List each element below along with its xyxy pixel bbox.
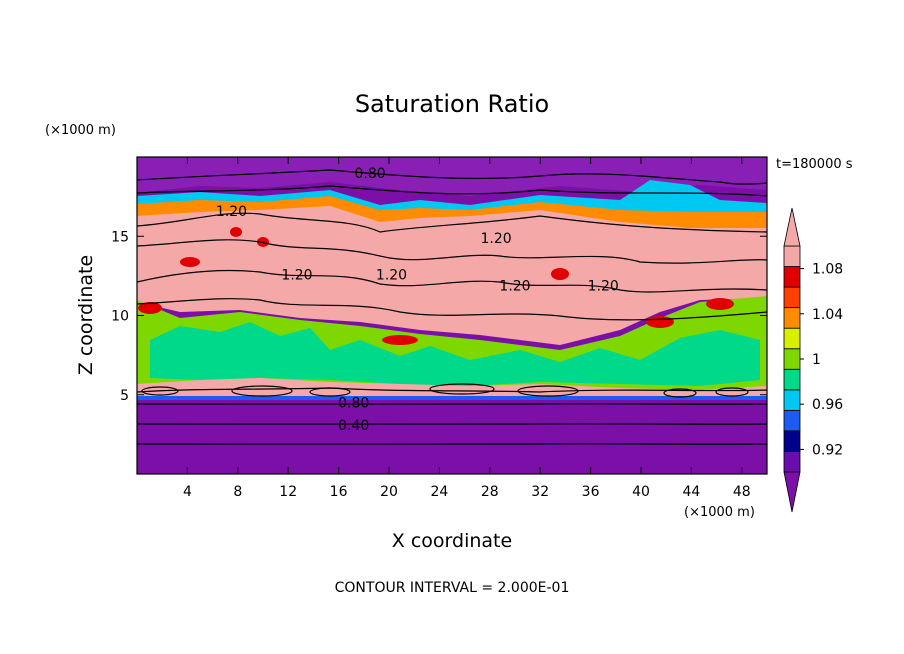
y-axis: 5 10 15 [111,229,767,404]
contour-label: 1.20 [588,278,619,294]
x-tick-label: 4 [183,484,192,500]
colorbar-segment [783,451,801,473]
x-tick-label: 12 [279,484,297,500]
dry-upper-layer [137,157,767,196]
colorbar-tick-label: 0.92 [812,442,843,458]
y-tick-label: 10 [111,309,129,325]
x-tick-label: 32 [531,484,549,500]
x-tick-label: 8 [233,484,242,500]
colorbar-tick-label: 1 [812,352,821,368]
colorbar-tick-label: 1.08 [812,262,843,278]
supersaturated-region [137,206,767,345]
x-axis-label: X coordinate [392,530,512,552]
contour-labels: 0.80 1.20 1.20 1.20 1.20 1.20 1.20 0.80 0.40 [216,166,619,434]
time-label: t=180000 s [776,157,853,172]
contour-label: 0.40 [338,418,369,434]
plot-area: 0.80 1.20 1.20 1.20 1.20 1.20 1.20 0.80 0.40 [137,157,767,474]
contour-label: 1.20 [481,231,512,247]
colorbar-segment [783,389,801,411]
y-unit-label: (×1000 m) [45,123,116,138]
contour-label: 0.80 [338,396,369,412]
contour-label: 1.20 [281,267,312,283]
cloud-base-band [137,378,767,398]
colorbar-under-triangle [783,471,801,513]
x-tick-label: 40 [632,484,650,500]
x-tick-label: 44 [682,484,700,500]
x-tick-label: 16 [330,484,348,500]
x-tick-label: 28 [481,484,499,500]
colorbar-segment [783,368,801,391]
x-tick-label: 48 [733,484,751,500]
x-axis: 4 8 12 16 20 24 28 32 36 40 44 48 [183,157,751,500]
lower-dry-layer [137,400,767,474]
colorbar-tick-label: 0.96 [812,397,843,413]
colorbar-segment [783,348,801,370]
chart-title: Saturation Ratio [355,90,549,118]
y-axis-label: Z coordinate [75,255,97,375]
red-patches [138,227,734,345]
contour-label: 1.20 [499,278,530,294]
x-tick-label: 24 [430,484,448,500]
colorbar-tick-label: 1.04 [812,307,843,323]
colorbar-over-triangle [783,207,801,247]
colorbar-segment [783,430,801,452]
base-thin-blue [137,396,767,400]
colorbar-segment [783,327,801,350]
contour-label: 1.20 [376,267,407,283]
contour-label: 0.80 [355,166,386,182]
colorbar-segment [783,245,801,267]
near-saturation-patches [150,322,760,386]
cloud-base-ellipses [141,383,749,398]
colorbar-segment [783,266,801,288]
colorbar: 0.92 0.96 1 1.04 1.08 [783,207,843,513]
x-unit-label: (×1000 m) [684,505,755,520]
y-tick-label: 15 [111,229,129,245]
contour-interval-note: CONTOUR INTERVAL = 2.000E-01 [335,580,570,596]
x-tick-label: 36 [582,484,600,500]
colorbar-segment [783,286,801,309]
contour-lines [137,169,767,445]
colorbar-segment [783,409,801,432]
colorbar-segment [783,307,801,329]
contour-label: 1.20 [216,204,247,220]
x-tick-label: 20 [380,484,398,500]
y-tick-label: 5 [120,388,129,404]
